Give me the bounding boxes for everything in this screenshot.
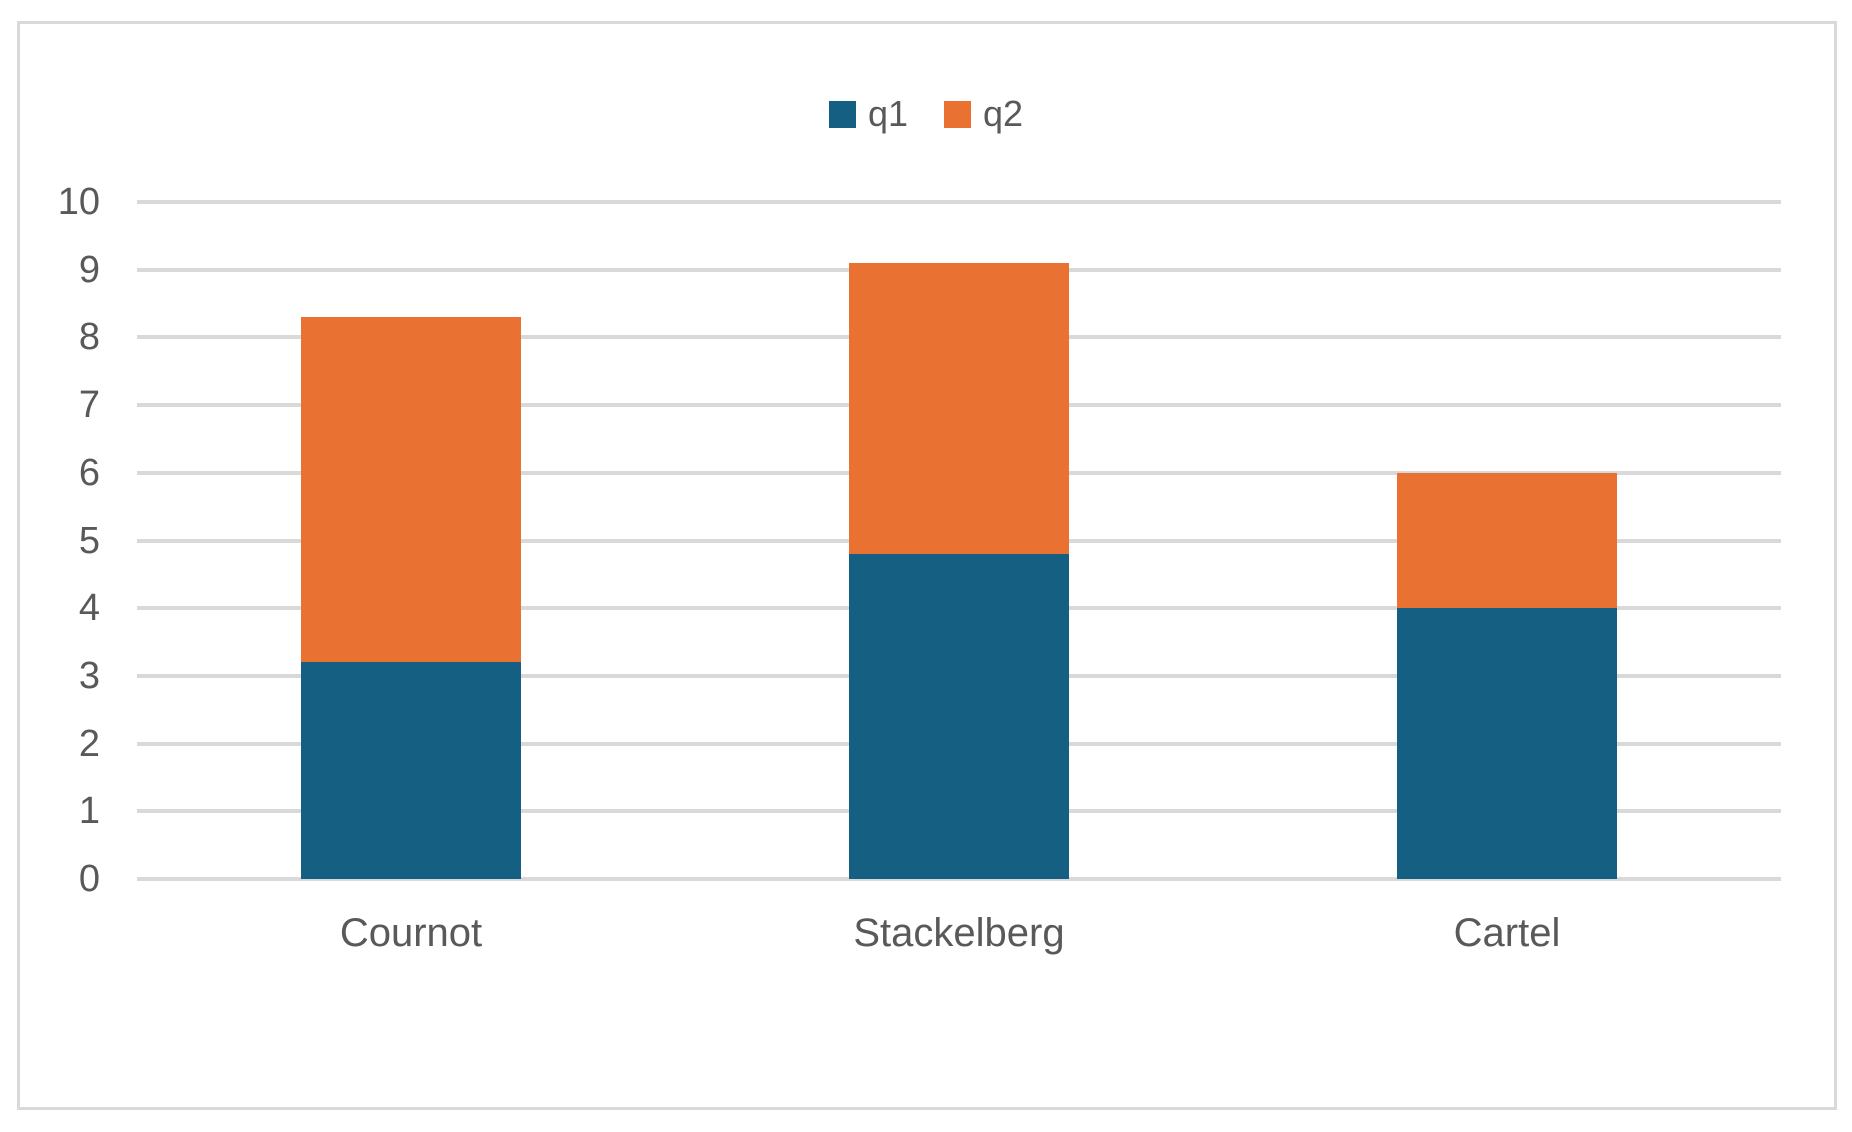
y-tick-label-2: 2 [78,722,100,765]
y-axis: 0 1 2 3 4 5 6 7 8 9 10 [0,183,100,898]
bar-cartel-segment-q2 [1397,472,1617,609]
bar-cournot-segment-q1 [301,662,521,879]
y-tick-label-4: 4 [78,587,100,630]
legend-swatch-q1 [828,100,856,128]
y-tick-label-5: 5 [78,519,100,562]
legend-label-q1: q1 [867,93,908,134]
bar-stack-cournot [301,317,521,879]
bar-stack-stackelberg [849,262,1069,879]
bar-stackelberg-segment-q2 [849,262,1069,554]
y-tick-label-3: 3 [78,654,100,697]
x-category-label-cartel: Cartel [1453,911,1561,955]
legend-item-q2: q2 [944,96,1023,132]
x-category-label-stackelberg: Stackelberg [853,911,1065,955]
y-tick-label-7: 7 [78,384,100,427]
bar-stack-cartel [1397,472,1617,879]
y-tick-label-6: 6 [78,451,100,494]
legend-item-q1: q1 [828,93,908,134]
y-tick-label-9: 9 [78,248,100,291]
bar-stackelberg-segment-q1 [849,554,1069,879]
y-tick-label-1: 1 [78,790,100,833]
x-axis: Cournot Stackelberg Cartel [137,910,1781,956]
legend-label-q2: q2 [983,93,1024,134]
bar-cartel-segment-q1 [1397,608,1617,879]
gridline-10 [137,200,1781,204]
legend: q1 q2 [0,96,1852,132]
legend-swatch-q2 [944,100,971,128]
y-tick-label-0: 0 [78,858,100,900]
y-tick-label-10: 10 [57,181,100,223]
bar-cournot-segment-q2 [301,317,521,663]
plot-area [137,200,1781,881]
x-category-label-cournot: Cournot [339,911,483,955]
y-tick-label-8: 8 [78,316,100,359]
x-axis-line [137,877,1781,881]
